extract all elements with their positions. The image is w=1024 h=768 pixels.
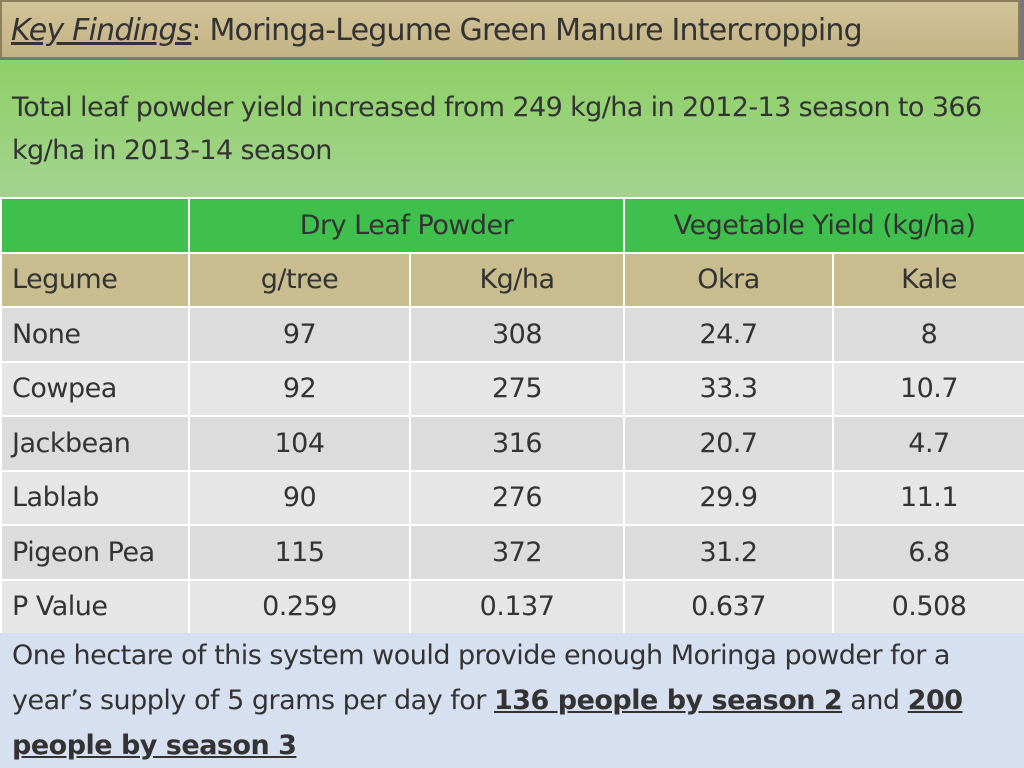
group-header-cell: Vegetable Yield (kg/ha) <box>623 197 1024 254</box>
header-cell: Legume <box>0 251 190 308</box>
table-cell: 276 <box>408 469 626 526</box>
group-header-cell <box>0 197 190 254</box>
table-cell: 4.7 <box>832 415 1024 472</box>
table-cell: 0.637 <box>623 578 835 635</box>
conclusion-text: One hectare of this system would provide… <box>12 640 950 716</box>
table-cell: 11.1 <box>832 469 1024 526</box>
table-cell: 0.508 <box>832 578 1024 635</box>
header-row: Legume g/tree Kg/ha Okra Kale <box>0 251 1024 308</box>
table-cell: 115 <box>188 524 411 581</box>
summary: Total leaf powder yield increased from 2… <box>0 60 1024 197</box>
table-row: Lablab 90 276 29.9 11.1 <box>0 469 1024 526</box>
title-text: : Moringa-Legume Green Manure Intercropp… <box>191 13 862 48</box>
table-cell: 20.7 <box>623 415 835 472</box>
table-cell: 8 <box>832 306 1024 363</box>
group-header-row: Dry Leaf Powder Vegetable Yield (kg/ha) <box>0 197 1024 254</box>
table-row: P Value 0.259 0.137 0.637 0.508 <box>0 578 1024 635</box>
table-cell: 92 <box>188 360 411 417</box>
header-cell: Kg/ha <box>408 251 626 308</box>
title-emphasis: Key Findings <box>11 13 192 48</box>
table-cell: P Value <box>0 578 190 635</box>
table-cell: 97 <box>188 306 411 363</box>
table-cell: Jackbean <box>0 415 190 472</box>
group-header-cell: Dry Leaf Powder <box>187 197 626 254</box>
table-cell: 308 <box>408 306 626 363</box>
table-cell: 104 <box>188 415 411 472</box>
table-cell: 372 <box>408 524 626 581</box>
header-cell: g/tree <box>188 251 411 308</box>
table-cell: Cowpea <box>0 360 190 417</box>
conclusion-highlight: 136 people by season 2 <box>493 685 843 716</box>
table-cell: Pigeon Pea <box>0 524 190 581</box>
table-cell: 275 <box>408 360 626 417</box>
table-cell: 0.137 <box>408 578 626 635</box>
table-row: Jackbean 104 316 20.7 4.7 <box>0 415 1024 472</box>
table-cell: 24.7 <box>623 306 835 363</box>
table-cell: None <box>0 306 190 363</box>
table-row: Cowpea 92 275 33.3 10.7 <box>0 360 1024 417</box>
conclusion: One hectare of this system would provide… <box>0 633 1024 768</box>
conclusion-text: and <box>842 685 908 716</box>
table-cell: 90 <box>188 469 411 526</box>
table-row: Pigeon Pea 115 372 31.2 6.8 <box>0 524 1024 581</box>
conclusion-highlight: 200 people by season 3 <box>12 685 963 761</box>
table-cell: 31.2 <box>623 524 835 581</box>
header-cell: Okra <box>623 251 835 308</box>
table-cell: 10.7 <box>832 360 1024 417</box>
table-cell: 0.259 <box>188 578 411 635</box>
header-cell: Kale <box>832 251 1024 308</box>
table-cell: 316 <box>408 415 626 472</box>
findings-table: Dry Leaf Powder Vegetable Yield (kg/ha) Le… <box>0 197 1024 635</box>
table-cell: 6.8 <box>832 524 1024 581</box>
table-cell: Lablab <box>0 469 190 526</box>
table-row: None 97 308 24.7 8 <box>0 306 1024 363</box>
table-cell: 33.3 <box>623 360 835 417</box>
table-cell: 29.9 <box>623 469 835 526</box>
title-bar: Key Findings: Moringa-Legume Green Manur… <box>0 0 1020 58</box>
